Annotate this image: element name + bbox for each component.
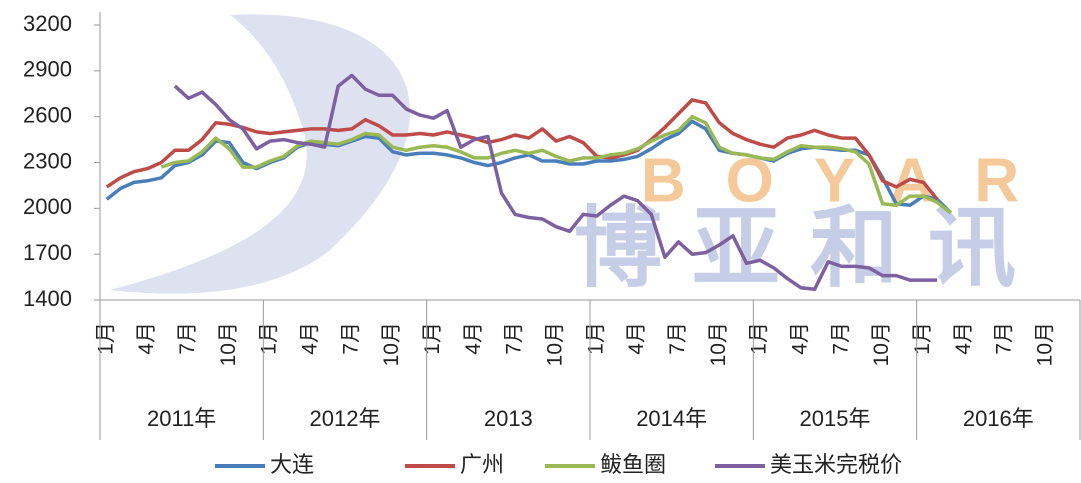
x-tick-label: 7月 [503, 322, 526, 355]
x-tick-label: 7月 [829, 322, 852, 355]
x-tick-label: 4月 [789, 322, 812, 355]
x-tick-label: 10月 [217, 322, 240, 366]
x-tick-label: 10月 [1034, 322, 1057, 366]
x-group-label: 2016年 [963, 406, 1034, 431]
x-group-label: 2014年 [636, 406, 707, 431]
watermark-logo [110, 14, 411, 294]
x-group-label: 2015年 [800, 406, 871, 431]
x-tick-label: 7月 [339, 322, 362, 355]
x-tick-label: 1月 [584, 322, 607, 355]
legend-label: 广州 [460, 452, 504, 477]
x-tick-label: 1月 [94, 322, 117, 355]
x-tick-label: 4月 [462, 322, 485, 355]
x-tick-label: 1月 [258, 322, 281, 355]
x-tick-label: 1月 [421, 322, 444, 355]
watermark-latin: BOYAR [641, 146, 1059, 215]
x-tick-label: 7月 [176, 322, 199, 355]
watermark-chinese: 博亚和讯 [574, 198, 1046, 297]
x-tick-label: 1月 [911, 322, 934, 355]
y-tick-label: 3200 [23, 11, 72, 36]
legend-label: 大连 [270, 452, 314, 477]
y-tick-label: 1400 [23, 286, 72, 311]
x-group-label: 2012年 [310, 406, 381, 431]
x-tick-label: 10月 [380, 322, 403, 366]
legend-label: 鲅鱼圈 [600, 452, 666, 477]
y-tick-label: 2000 [23, 194, 72, 219]
x-tick-label: 4月 [299, 322, 322, 355]
x-group-label: 2013 [484, 406, 533, 431]
x-tick-label: 7月 [666, 322, 689, 355]
x-tick-label: 4月 [952, 322, 975, 355]
y-tick-label: 2600 [23, 102, 72, 127]
x-tick-label: 10月 [870, 322, 893, 366]
legend-label: 美玉米完税价 [770, 452, 902, 477]
series-line [173, 73, 938, 292]
x-tick-label: 7月 [993, 322, 1016, 355]
x-group-label: 2011年 [147, 406, 216, 431]
y-tick-label: 2300 [23, 148, 72, 173]
y-tick-label: 2900 [23, 57, 72, 82]
watermark: BOYAR 博亚和讯 [110, 14, 1059, 297]
y-tick-label: 1700 [23, 240, 72, 265]
x-tick-label: 4月 [135, 322, 158, 355]
x-tick-label: 1月 [748, 322, 771, 355]
x-tick-label: 4月 [625, 322, 648, 355]
x-tick-label: 10月 [707, 322, 730, 366]
series-line [160, 114, 952, 215]
x-tick-label: 10月 [544, 322, 567, 366]
series-line [105, 98, 939, 201]
